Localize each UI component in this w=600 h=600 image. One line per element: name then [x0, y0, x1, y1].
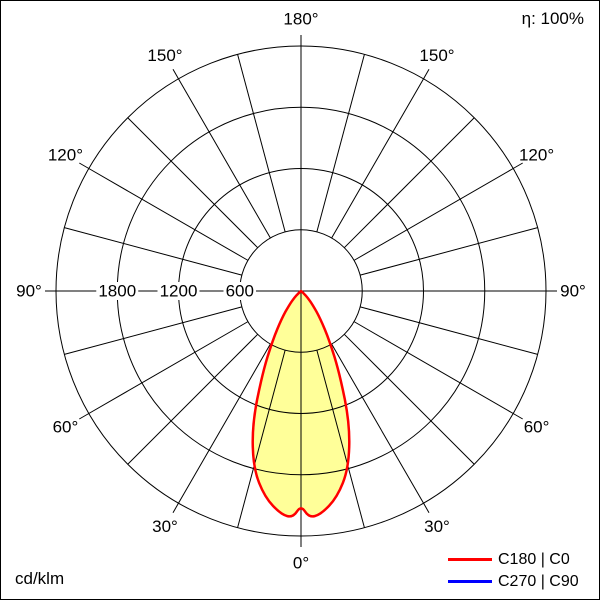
legend-label-c90: C270 | C90: [498, 572, 579, 590]
grid-spoke: [88, 321, 249, 414]
efficiency-label: η: 100%: [521, 9, 584, 28]
grid-spoke: [353, 321, 514, 414]
grid-spoke: [353, 168, 514, 261]
grid-spoke: [331, 78, 424, 239]
beam-curve: [251, 289, 351, 518]
legend: C180 | C0 C270 | C90: [448, 550, 579, 591]
angle-label: 150°: [419, 46, 454, 65]
legend-item: C270 | C90: [448, 572, 579, 591]
grid-spoke: [64, 227, 242, 276]
grid-spoke: [237, 350, 286, 528]
radial-label: 1200: [160, 282, 198, 301]
radial-label: 600: [226, 282, 254, 301]
angle-label: 30°: [152, 517, 178, 536]
angle-tick: [172, 502, 179, 513]
angle-label: 60°: [524, 418, 550, 437]
grid-spoke: [343, 117, 475, 249]
grid-spoke: [178, 343, 271, 504]
grid-spoke: [127, 333, 259, 465]
grid-spoke: [360, 306, 538, 355]
grid-spoke: [343, 333, 475, 465]
unit-label: cd/klm: [15, 569, 65, 588]
grid-spoke: [331, 343, 424, 504]
grid-spoke: [178, 78, 271, 239]
legend-line-c90-icon: [448, 580, 492, 583]
angle-label: 90°: [16, 282, 42, 301]
angle-tick: [512, 413, 523, 420]
grid-spoke: [88, 168, 249, 261]
radial-label: 1800: [98, 282, 136, 301]
angle-label: 180°: [283, 10, 318, 29]
radial-label-bg: [157, 282, 200, 300]
angle-label: 0°: [293, 554, 309, 573]
legend-item: C180 | C0: [448, 550, 579, 569]
angle-label: 120°: [519, 146, 554, 165]
angle-label: 120°: [48, 146, 83, 165]
grid-spoke: [127, 117, 259, 249]
grid-spoke: [360, 227, 538, 276]
angle-label: 150°: [147, 46, 182, 65]
angle-label: 30°: [424, 517, 450, 536]
angle-tick: [79, 413, 90, 420]
radial-label-bg: [223, 282, 256, 300]
angle-tick: [512, 162, 523, 169]
angle-tick: [172, 69, 179, 80]
angle-tick: [79, 162, 90, 169]
angle-label: 90°: [560, 282, 586, 301]
grid-spoke: [316, 350, 365, 528]
legend-line-c0-icon: [448, 558, 492, 561]
angle-tick: [423, 69, 430, 80]
grid-spoke: [316, 54, 365, 232]
angle-tick: [423, 502, 430, 513]
angle-label: 60°: [53, 418, 79, 437]
grid-spoke: [237, 54, 286, 232]
legend-label-c0: C180 | C0: [498, 550, 570, 568]
grid-spoke: [64, 306, 242, 355]
radial-label-bg: [96, 282, 139, 300]
